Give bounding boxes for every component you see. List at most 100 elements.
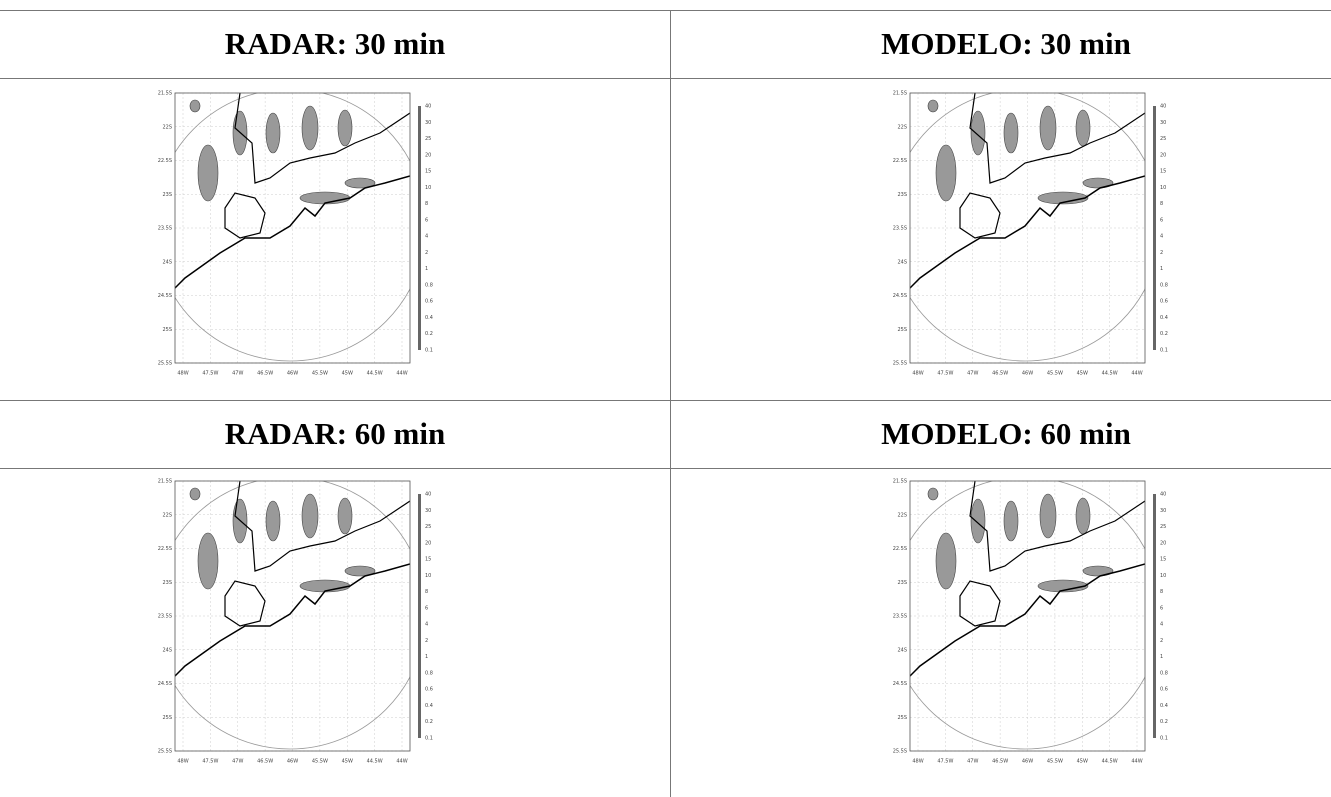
lat-label: 24S (162, 259, 172, 265)
lon-label: 44W (1131, 371, 1142, 377)
colorbar-label: 25 (1160, 136, 1166, 142)
colorbar-label: 2 (1160, 250, 1163, 256)
lat-label: 24.5S (158, 681, 172, 687)
lat-label: 23.5S (893, 614, 907, 620)
colorbar-label: 0.2 (1160, 719, 1168, 725)
lon-label: 45.5W (312, 759, 328, 765)
colorbar (418, 106, 421, 350)
echo (928, 100, 938, 112)
colorbar-label: 0.4 (1160, 703, 1168, 709)
echo (928, 488, 938, 500)
colorbar-label: 1 (425, 266, 428, 272)
colorbar-label: 25 (1160, 524, 1166, 530)
lat-label: 25S (897, 327, 907, 333)
lon-label: 46W (287, 371, 298, 377)
lon-label: 47.5W (202, 371, 218, 377)
lat-label: 22.5S (893, 546, 907, 552)
lat-label: 23.5S (158, 614, 172, 620)
echo (300, 192, 350, 204)
colorbar-label: 2 (425, 250, 428, 256)
lon-label: 46.5W (257, 371, 273, 377)
cell-header: RADAR: 60 min (0, 400, 670, 468)
echo (302, 494, 318, 538)
colorbar-label: 0.6 (1160, 299, 1168, 305)
colorbar-label: 0.6 (425, 687, 433, 693)
lon-label: 46W (1022, 371, 1033, 377)
echoes (892, 488, 1113, 608)
colorbar-label: 4 (1160, 622, 1163, 628)
colorbar-label: 1 (1160, 266, 1163, 272)
echo (1004, 113, 1018, 153)
lon-label: 46.5W (992, 759, 1008, 765)
colorbar (418, 494, 421, 738)
colorbar-label: 0.1 (425, 736, 433, 742)
lat-label: 22.5S (158, 546, 172, 552)
colorbar-label: 0.8 (1160, 282, 1168, 288)
echo (892, 212, 904, 220)
colorbar-label: 20 (425, 152, 431, 158)
colorbar (1153, 106, 1156, 350)
rule (0, 468, 1331, 469)
lat-label: 21.5S (893, 91, 907, 97)
colorbar-label: 0.2 (425, 719, 433, 725)
colorbar-label: 1 (1160, 654, 1163, 660)
echo (892, 600, 904, 608)
colorbar-label: 40 (425, 104, 431, 110)
lon-label: 47.5W (202, 759, 218, 765)
state-border (225, 93, 410, 238)
lon-label: 45W (342, 371, 353, 377)
lat-label: 24.5S (158, 293, 172, 299)
colorbar-label: 4 (425, 234, 428, 240)
lat-label: 22S (897, 512, 907, 518)
echo (1076, 110, 1090, 146)
lat-label: 22S (162, 124, 172, 130)
colorbar-label: 40 (425, 492, 431, 498)
lon-label: 48W (177, 759, 188, 765)
lon-label: 46W (1022, 759, 1033, 765)
echoes (154, 488, 375, 608)
cell-header: MODELO: 30 min (671, 10, 1331, 78)
colorbar-label: 6 (1160, 605, 1163, 611)
lat-label: 23.5S (158, 226, 172, 232)
radar-map: 21.5S22S22.5S23S23.5S24S24.5S25S25.5S48W… (875, 88, 1195, 388)
lat-label: 21.5S (158, 479, 172, 485)
lat-label: 25S (897, 715, 907, 721)
lat-label: 25.5S (893, 361, 907, 367)
lat-label: 22.5S (893, 158, 907, 164)
colorbar-label: 30 (1160, 120, 1166, 126)
colorbar-label: 25 (425, 524, 431, 530)
echo (936, 145, 956, 201)
lat-label: 21.5S (893, 479, 907, 485)
lat-label: 22.5S (158, 158, 172, 164)
echo (1076, 498, 1090, 534)
echo (190, 100, 200, 112)
lat-label: 23.5S (893, 226, 907, 232)
lon-label: 44.5W (367, 371, 383, 377)
lat-label: 25S (162, 715, 172, 721)
colorbar-label: 8 (425, 589, 428, 595)
echo (971, 499, 985, 543)
echo (971, 111, 985, 155)
colorbar-label: 0.1 (1160, 736, 1168, 742)
colorbar-label: 2 (1160, 638, 1163, 644)
colorbar-label: 10 (1160, 573, 1166, 579)
lat-label: 24.5S (893, 681, 907, 687)
echo (266, 113, 280, 153)
lon-label: 47.5W (937, 371, 953, 377)
colorbar-label: 15 (425, 557, 431, 563)
colorbar-label: 0.6 (1160, 687, 1168, 693)
colorbar-label: 15 (425, 169, 431, 175)
colorbar-label: 0.6 (425, 299, 433, 305)
lat-label: 23S (162, 580, 172, 586)
colorbar-label: 10 (1160, 185, 1166, 191)
colorbar-label: 2 (425, 638, 428, 644)
echo (1040, 106, 1056, 150)
lat-label: 25.5S (893, 749, 907, 755)
colorbar-label: 0.4 (425, 703, 433, 709)
colorbar-label: 0.1 (425, 348, 433, 354)
echo (190, 488, 200, 500)
lon-label: 44.5W (1102, 371, 1118, 377)
colorbar-label: 30 (1160, 508, 1166, 514)
lon-label: 45.5W (312, 371, 328, 377)
lon-label: 47.5W (937, 759, 953, 765)
